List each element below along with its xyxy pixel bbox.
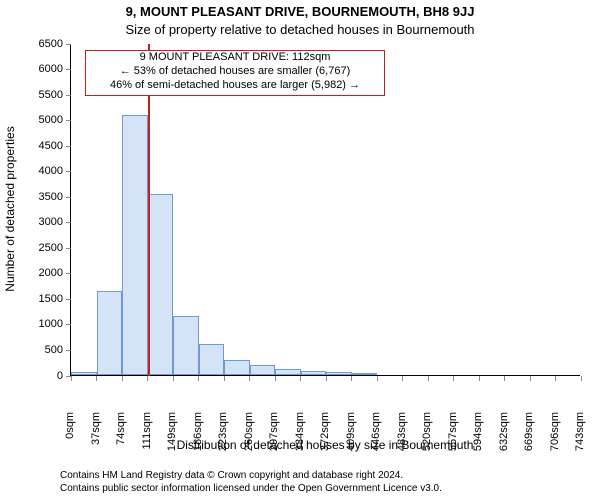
x-tick-label: 446sqm — [370, 412, 382, 462]
x-tick-label: 706sqm — [549, 412, 561, 462]
x-tick-label: 260sqm — [243, 412, 255, 462]
y-tick-label: 5000 — [23, 114, 63, 126]
x-tick — [198, 376, 199, 381]
chart-title-line2: Size of property relative to detached ho… — [0, 22, 600, 37]
x-tick-label: 372sqm — [319, 412, 331, 462]
x-tick-label: 669sqm — [523, 412, 535, 462]
x-tick-label: 149sqm — [166, 412, 178, 462]
x-tick — [555, 376, 556, 381]
y-tick — [66, 44, 71, 45]
annotation-box: 9 MOUNT PLEASANT DRIVE: 112sqm ← 53% of … — [85, 50, 385, 96]
y-tick-label: 3000 — [23, 216, 63, 228]
x-tick — [300, 376, 301, 381]
y-tick-label: 2000 — [23, 267, 63, 279]
y-axis-label: Number of detached properties — [3, 109, 17, 309]
y-tick-label: 500 — [23, 344, 63, 356]
y-tick-label: 6000 — [23, 63, 63, 75]
x-tick-label: 557sqm — [447, 412, 459, 462]
histogram-bar — [97, 291, 123, 375]
histogram-bar — [148, 194, 174, 375]
x-tick-label: 743sqm — [574, 412, 586, 462]
y-tick-label: 4000 — [23, 165, 63, 177]
histogram-bar — [224, 360, 250, 375]
y-tick-label: 5500 — [23, 89, 63, 101]
x-tick — [453, 376, 454, 381]
x-tick-label: 409sqm — [345, 412, 357, 462]
x-tick — [428, 376, 429, 381]
x-tick — [530, 376, 531, 381]
y-tick — [66, 120, 71, 121]
x-tick — [71, 376, 72, 381]
annotation-line-1: 9 MOUNT PLEASANT DRIVE: 112sqm — [86, 51, 384, 65]
histogram-bar — [122, 115, 148, 375]
y-tick — [66, 146, 71, 147]
y-tick — [66, 324, 71, 325]
y-tick-label: 1500 — [23, 293, 63, 305]
x-tick — [147, 376, 148, 381]
y-tick-label: 1000 — [23, 318, 63, 330]
x-tick — [377, 376, 378, 381]
y-tick — [66, 171, 71, 172]
y-tick — [66, 197, 71, 198]
x-tick — [581, 376, 582, 381]
y-tick — [66, 273, 71, 274]
x-tick — [402, 376, 403, 381]
histogram-bar — [71, 372, 97, 375]
x-tick — [504, 376, 505, 381]
annotation-line-3: 46% of semi-detached houses are larger (… — [86, 79, 384, 93]
x-tick — [479, 376, 480, 381]
y-tick-label: 3500 — [23, 191, 63, 203]
x-tick — [249, 376, 250, 381]
x-tick — [173, 376, 174, 381]
x-tick — [122, 376, 123, 381]
x-tick-label: 594sqm — [472, 412, 484, 462]
x-tick — [275, 376, 276, 381]
histogram-bar — [173, 316, 199, 375]
chart-title-line1: 9, MOUNT PLEASANT DRIVE, BOURNEMOUTH, BH… — [0, 4, 600, 19]
x-tick-label: 632sqm — [498, 412, 510, 462]
histogram-bar — [301, 371, 327, 375]
footer-line-2: Contains public sector information licen… — [60, 483, 600, 496]
x-tick-label: 223sqm — [217, 412, 229, 462]
x-tick-label: 297sqm — [268, 412, 280, 462]
x-tick-label: 483sqm — [396, 412, 408, 462]
x-tick-label: 186sqm — [192, 412, 204, 462]
x-tick-label: 520sqm — [421, 412, 433, 462]
footer-line-1: Contains HM Land Registry data © Crown c… — [60, 470, 600, 483]
y-tick — [66, 95, 71, 96]
x-tick-label: 111sqm — [141, 412, 153, 462]
y-tick — [66, 350, 71, 351]
x-tick — [96, 376, 97, 381]
y-tick-label: 4500 — [23, 140, 63, 152]
histogram-bar — [352, 373, 378, 375]
histogram-bar — [250, 365, 276, 375]
chart-container: 9, MOUNT PLEASANT DRIVE, BOURNEMOUTH, BH… — [0, 0, 600, 500]
annotation-line-2: ← 53% of detached houses are smaller (6,… — [86, 65, 384, 79]
y-tick — [66, 69, 71, 70]
y-tick-label: 6500 — [23, 38, 63, 50]
histogram-bar — [275, 369, 301, 375]
y-tick-label: 0 — [23, 370, 63, 382]
x-tick-label: 74sqm — [115, 412, 127, 462]
x-tick-label: 334sqm — [294, 412, 306, 462]
footer-text: Contains HM Land Registry data © Crown c… — [60, 470, 600, 495]
y-tick — [66, 222, 71, 223]
y-tick — [66, 299, 71, 300]
y-tick-label: 2500 — [23, 242, 63, 254]
x-tick — [224, 376, 225, 381]
histogram-bar — [199, 344, 225, 375]
x-tick-label: 37sqm — [90, 412, 102, 462]
x-tick — [326, 376, 327, 381]
histogram-bar — [326, 372, 352, 375]
x-tick-label: 0sqm — [64, 412, 76, 462]
y-tick — [66, 248, 71, 249]
x-tick — [351, 376, 352, 381]
